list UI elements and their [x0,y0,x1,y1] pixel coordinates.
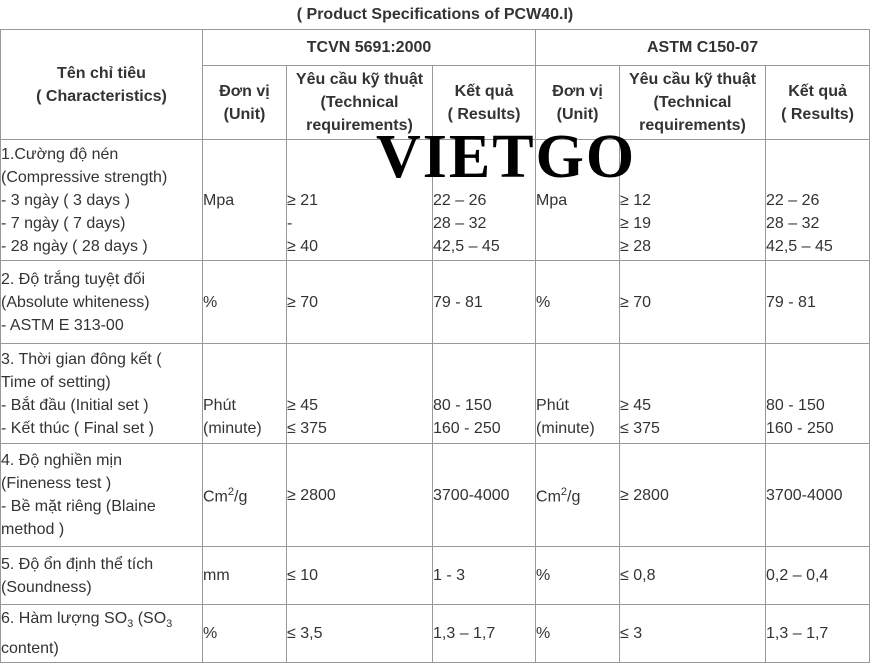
row-compressive-astm-res: 22 – 26 28 – 32 42,5 – 45 [765,139,870,261]
row-setting-tcvn-req: ≥ 45 ≤ 375 [286,343,433,444]
header-astm-standard: ASTM C150-07 [535,29,870,66]
header-astm-unit: Đơn vị (Unit) [535,65,621,140]
row-compressive-tcvn-unit: Mpa [202,139,287,261]
table-row: 4. Độ nghiền mịn (Fineness test ) - Bề m… [0,443,870,547]
row-soundness-tcvn-req: ≤ 10 [286,546,433,605]
row-fineness-astm-res: 3700-4000 [765,443,870,547]
row-whiteness-astm-req: ≥ 70 [619,260,767,344]
header-astm-requirements: Yêu cầu kỹ thuật (Technical requirements… [619,65,767,140]
row-fineness-astm-unit: Cm2/g [535,443,621,547]
row-compressive-tcvn-res: 22 – 26 28 – 32 42,5 – 45 [431,139,537,261]
row-compressive-astm-req: ≥ 12 ≥ 19 ≥ 28 [619,139,767,261]
row-soundness-astm-req: ≤ 0,8 [619,546,767,605]
row-setting-astm-unit: Phút (minute) [535,343,621,444]
header-tcvn-requirements: Yêu cầu kỹ thuật (Technical requirements… [286,65,433,140]
row-whiteness-tcvn-req: ≥ 70 [286,260,433,344]
row-whiteness-name: 2. Độ trắng tuyệt đối (Absolute whitenes… [0,260,203,344]
row-setting-name: 3. Thời gian đông kết ( Time of setting)… [0,343,203,444]
row-fineness-tcvn-unit: Cm2/g [202,443,287,547]
table-row: 3. Thời gian đông kết ( Time of setting)… [0,343,870,444]
row-whiteness-astm-unit: % [535,260,621,344]
row-fineness-astm-req: ≥ 2800 [619,443,767,547]
row-compressive-tcvn-req: ≥ 21 - ≥ 40 [286,139,433,261]
row-whiteness-tcvn-unit: % [202,260,287,344]
row-setting-astm-res: 80 - 150 160 - 250 [765,343,870,444]
row-so3-astm-req: ≤ 3 [619,604,767,663]
row-soundness-name: 5. Độ ổn định thể tích (Soundness) [0,546,203,605]
row-soundness-astm-res: 0,2 – 0,4 [765,546,870,605]
row-setting-tcvn-res: 80 - 150 160 - 250 [431,343,537,444]
header-tcvn-results: Kết quả ( Results) [431,65,537,140]
table-row: 1.Cường độ nén (Compressive strength) - … [0,139,870,261]
row-setting-tcvn-unit: Phút (minute) [202,343,287,444]
row-so3-tcvn-unit: % [202,604,287,663]
header-tcvn-standard: TCVN 5691:2000 [201,29,537,66]
row-compressive-astm-unit: Mpa [535,139,621,261]
table-caption: ( Product Specifications of PCW40.I) [296,6,574,23]
row-compressive-name: 1.Cường độ nén (Compressive strength) - … [0,139,203,261]
row-so3-name: 6. Hàm lượng SO3 (SO3 content) [0,604,203,663]
table-row: 2. Độ trắng tuyệt đối (Absolute whitenes… [0,260,870,344]
specifications-table: Tên chỉ tiêu ( Characteristics) TCVN 569… [0,29,870,663]
row-fineness-name: 4. Độ nghiền mịn (Fineness test ) - Bề m… [0,443,203,547]
row-soundness-astm-unit: % [535,546,621,605]
row-so3-tcvn-req: ≤ 3,5 [286,604,433,663]
row-whiteness-tcvn-res: 79 - 81 [431,260,537,344]
header-tcvn-unit: Đơn vị (Unit) [202,65,287,140]
row-fineness-tcvn-req: ≥ 2800 [286,443,433,547]
header-characteristics: Tên chỉ tiêu ( Characteristics) [0,29,203,140]
row-fineness-tcvn-res: 3700-4000 [431,443,537,547]
row-whiteness-astm-res: 79 - 81 [765,260,870,344]
header-astm-results: Kết quả ( Results) [765,65,870,140]
row-soundness-tcvn-res: 1 - 3 [431,546,537,605]
row-setting-astm-req: ≥ 45 ≤ 375 [619,343,767,444]
row-soundness-tcvn-unit: mm [202,546,287,605]
table-row: 5. Độ ổn định thể tích (Soundness) mm ≤ … [0,546,870,605]
